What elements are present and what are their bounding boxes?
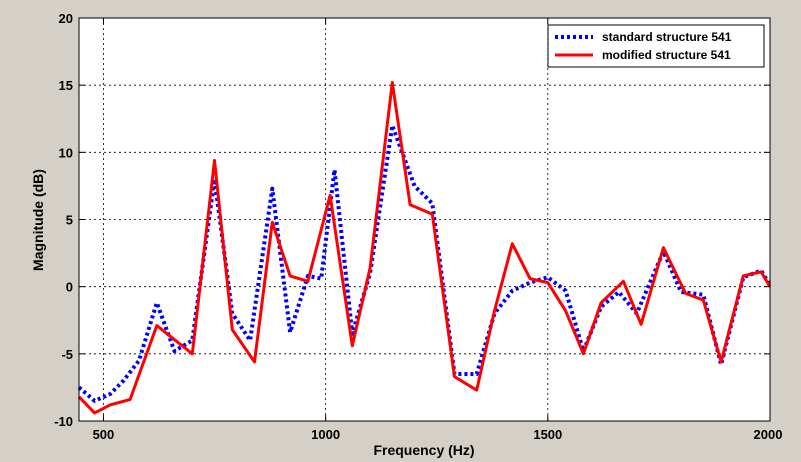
x-tick-label: 1000 xyxy=(311,427,340,442)
y-tick-label: -5 xyxy=(61,347,73,362)
y-tick-label: 10 xyxy=(59,145,73,160)
y-tick-label: -10 xyxy=(54,414,73,429)
series-line-standard xyxy=(77,123,772,403)
legend-label-standard: standard structure 541 xyxy=(602,30,732,44)
legend-label-modified: modified structure 541 xyxy=(602,48,731,62)
grid xyxy=(79,18,770,421)
y-axis-label: Magnitude (dB) xyxy=(30,169,46,271)
series-layer xyxy=(77,81,772,415)
y-tick-label: 15 xyxy=(59,78,73,93)
x-tick-label: 1500 xyxy=(533,427,562,442)
series-line-modified xyxy=(77,81,772,415)
legend-box xyxy=(547,24,765,68)
x-tick-label: 500 xyxy=(93,427,115,442)
ticks xyxy=(79,17,771,422)
x-tick-label: 2000 xyxy=(754,427,783,442)
legend: standard structure 541 modified structur… xyxy=(547,24,765,68)
tick-labels: 500 1000 1500 2000 -10 -5 0 5 10 15 20 xyxy=(54,11,782,442)
y-tick-label: 0 xyxy=(66,280,73,295)
y-tick-label: 5 xyxy=(66,213,73,228)
x-axis-label: Frequency (Hz) xyxy=(373,442,474,458)
y-tick-label: 20 xyxy=(59,11,73,26)
